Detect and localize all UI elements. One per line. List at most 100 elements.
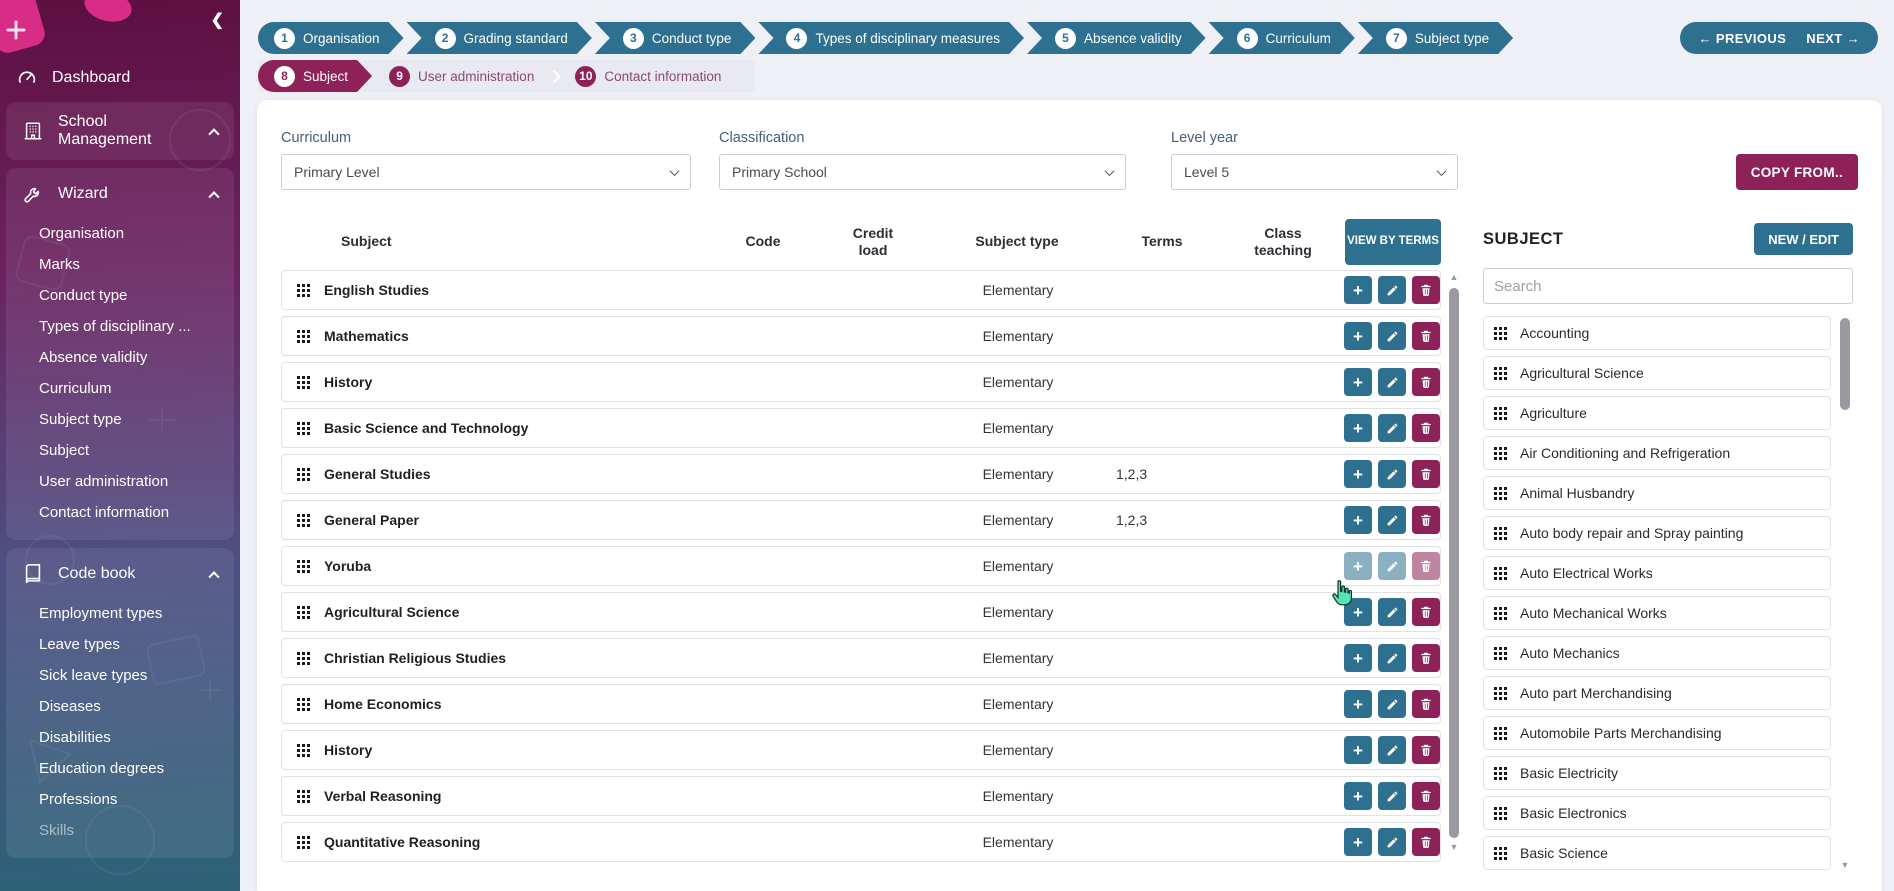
wizard-step[interactable]: 5 Absence validity xyxy=(1027,22,1206,54)
edit-button[interactable] xyxy=(1378,368,1406,396)
edit-button[interactable] xyxy=(1378,598,1406,626)
drag-handle-icon[interactable] xyxy=(1494,766,1507,780)
scroll-down-icon[interactable]: ▼ xyxy=(1449,842,1459,852)
drag-handle-icon[interactable] xyxy=(1494,566,1507,580)
delete-button[interactable] xyxy=(1412,506,1440,534)
delete-button[interactable] xyxy=(1412,276,1440,304)
add-button[interactable]: + xyxy=(1344,644,1372,672)
delete-button[interactable] xyxy=(1412,598,1440,626)
drag-handle-icon[interactable] xyxy=(1494,686,1507,700)
subject-list-scrollbar-thumb[interactable] xyxy=(1840,318,1850,410)
sidebar-subitem[interactable]: Absence validity xyxy=(39,349,148,366)
add-button[interactable]: + xyxy=(1344,368,1372,396)
sidebar-item-codebook[interactable]: Code book xyxy=(6,552,234,596)
delete-button[interactable] xyxy=(1412,368,1440,396)
sidebar-subitem[interactable]: Subject xyxy=(39,442,90,459)
drag-handle-icon[interactable] xyxy=(296,467,310,481)
drag-handle-icon[interactable] xyxy=(296,835,310,849)
subject-list-item[interactable]: Automobile Parts Merchandising xyxy=(1483,716,1831,750)
drag-handle-icon[interactable] xyxy=(1494,846,1507,860)
wizard-step[interactable]: 4 Types of disciplinary measures xyxy=(758,22,1024,54)
sidebar-subitem[interactable]: Marks xyxy=(39,256,80,273)
subject-list-item[interactable]: Basic Electricity xyxy=(1483,756,1831,790)
sidebar-subitem[interactable]: Employment types xyxy=(39,605,163,622)
scroll-down-icon[interactable]: ▼ xyxy=(1840,860,1850,870)
sidebar-subitem[interactable]: Organisation xyxy=(39,225,125,242)
drag-handle-icon[interactable] xyxy=(296,375,310,389)
subject-list-item[interactable]: Auto part Merchandising xyxy=(1483,676,1831,710)
drag-handle-icon[interactable] xyxy=(296,743,310,757)
drag-handle-icon[interactable] xyxy=(1494,366,1507,380)
subject-list-item[interactable]: Air Conditioning and Refrigeration xyxy=(1483,436,1831,470)
drag-handle-icon[interactable] xyxy=(1494,646,1507,660)
curriculum-select[interactable]: Primary Level xyxy=(281,154,691,190)
delete-button[interactable] xyxy=(1412,690,1440,718)
next-button[interactable]: NEXT → xyxy=(1806,30,1860,46)
drag-handle-icon[interactable] xyxy=(296,789,310,803)
copy-from-button[interactable]: COPY FROM.. xyxy=(1735,154,1858,190)
drag-handle-icon[interactable] xyxy=(296,283,310,297)
delete-button[interactable] xyxy=(1412,460,1440,488)
edit-button[interactable] xyxy=(1378,506,1406,534)
sidebar-subitem[interactable]: User administration xyxy=(39,473,169,490)
sidebar-subitem[interactable]: Types of disciplinary ... xyxy=(39,318,191,335)
add-button[interactable]: + xyxy=(1344,736,1372,764)
subject-list-item[interactable]: Auto Mechanical Works xyxy=(1483,596,1831,630)
drag-handle-icon[interactable] xyxy=(1494,726,1507,740)
add-button[interactable]: + xyxy=(1344,782,1372,810)
drag-handle-icon[interactable] xyxy=(296,697,310,711)
edit-button[interactable] xyxy=(1378,552,1406,580)
subject-search-input[interactable] xyxy=(1483,268,1853,304)
subject-list-item[interactable]: Basic Electronics xyxy=(1483,796,1831,830)
edit-button[interactable] xyxy=(1378,782,1406,810)
sidebar-subitem[interactable]: Education degrees xyxy=(39,760,165,777)
drag-handle-icon[interactable] xyxy=(296,605,310,619)
drag-handle-icon[interactable] xyxy=(296,559,310,573)
subject-list-item[interactable]: Agriculture xyxy=(1483,396,1831,430)
delete-button[interactable] xyxy=(1412,322,1440,350)
drag-handle-icon[interactable] xyxy=(1494,446,1507,460)
drag-handle-icon[interactable] xyxy=(1494,326,1507,340)
drag-handle-icon[interactable] xyxy=(1494,806,1507,820)
sidebar-item-wizard[interactable]: Wizard xyxy=(6,172,234,216)
sidebar-subitem[interactable]: Curriculum xyxy=(39,380,112,397)
drag-handle-icon[interactable] xyxy=(296,651,310,665)
wizard-step[interactable]: 6 Curriculum xyxy=(1209,22,1355,54)
edit-button[interactable] xyxy=(1378,322,1406,350)
new-edit-button[interactable]: NEW / EDIT xyxy=(1754,223,1853,255)
wizard-step[interactable]: 3 Conduct type xyxy=(595,22,756,54)
previous-button[interactable]: ← PREVIOUS xyxy=(1698,30,1787,46)
sidebar-subitem[interactable]: Professions xyxy=(39,791,118,808)
subject-list-item[interactable]: Auto Mechanics xyxy=(1483,636,1831,670)
delete-button[interactable] xyxy=(1412,414,1440,442)
edit-button[interactable] xyxy=(1378,690,1406,718)
sidebar-subitem[interactable]: Diseases xyxy=(39,698,101,715)
sidebar-subitem[interactable]: Contact information xyxy=(39,504,170,521)
sidebar-subitem[interactable]: Sick leave types xyxy=(39,667,148,684)
drag-handle-icon[interactable] xyxy=(1494,406,1507,420)
wizard-step[interactable]: 10 Contact information xyxy=(561,65,735,87)
sidebar-subitem[interactable]: Conduct type xyxy=(39,287,128,304)
wizard-step[interactable]: 1 Organisation xyxy=(258,22,404,54)
wizard-step[interactable]: 8 Subject xyxy=(258,60,372,92)
view-by-terms-button[interactable]: VIEW BY TERMS xyxy=(1345,219,1441,265)
delete-button[interactable] xyxy=(1412,644,1440,672)
edit-button[interactable] xyxy=(1378,736,1406,764)
scroll-up-icon[interactable]: ▲ xyxy=(1449,272,1459,282)
add-button[interactable]: + xyxy=(1344,828,1372,856)
add-button[interactable]: + xyxy=(1344,598,1372,626)
sidebar-subitem[interactable]: Skills xyxy=(39,822,75,839)
edit-button[interactable] xyxy=(1378,644,1406,672)
delete-button[interactable] xyxy=(1412,552,1440,580)
subject-list-item[interactable]: Auto Electrical Works xyxy=(1483,556,1831,590)
sidebar-subitem[interactable]: Subject type xyxy=(39,411,122,428)
sidebar-collapse-icon[interactable]: ❮ xyxy=(210,12,224,29)
table-scrollbar-thumb[interactable] xyxy=(1449,288,1459,838)
delete-button[interactable] xyxy=(1412,736,1440,764)
classification-select[interactable]: Primary School xyxy=(719,154,1126,190)
wizard-step[interactable]: 2 Grading standard xyxy=(407,22,592,54)
edit-button[interactable] xyxy=(1378,828,1406,856)
delete-button[interactable] xyxy=(1412,828,1440,856)
edit-button[interactable] xyxy=(1378,276,1406,304)
add-button[interactable]: + xyxy=(1344,414,1372,442)
